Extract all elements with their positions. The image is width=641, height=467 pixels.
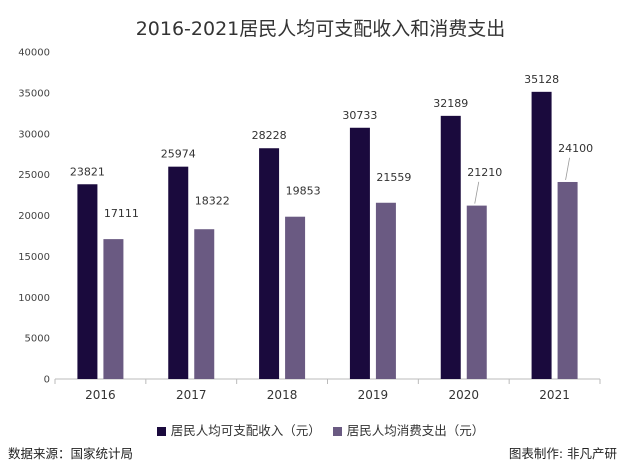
credit-note: 图表制作: 非凡产研 bbox=[508, 446, 617, 461]
leader-line bbox=[565, 157, 570, 181]
legend-swatch bbox=[156, 427, 166, 436]
data-label: 28228 bbox=[252, 129, 287, 142]
legend-swatch bbox=[332, 427, 342, 436]
data-label: 32189 bbox=[433, 97, 468, 110]
x-tick-label: 2017 bbox=[176, 388, 207, 402]
x-tick-label: 2020 bbox=[448, 388, 479, 402]
bar-spending-2020[interactable] bbox=[466, 205, 487, 379]
y-tick-label: 40000 bbox=[18, 48, 50, 59]
bar-spending-2021[interactable] bbox=[557, 181, 578, 379]
data-label: 21210 bbox=[467, 166, 502, 179]
y-tick-label: 15000 bbox=[18, 252, 50, 263]
legend-label: 居民人均可支配收入（元） bbox=[170, 423, 321, 438]
legend-item-income[interactable]: 居民人均可支配收入（元） bbox=[156, 423, 321, 438]
bar-income-2021[interactable] bbox=[531, 91, 552, 379]
data-label: 25974 bbox=[161, 148, 196, 161]
y-tick-label: 35000 bbox=[18, 88, 50, 99]
x-tick-label: 2021 bbox=[539, 388, 570, 402]
data-label: 30733 bbox=[342, 109, 377, 122]
legend-item-spending[interactable]: 居民人均消费支出（元） bbox=[332, 423, 485, 438]
y-tick-label: 20000 bbox=[18, 211, 50, 222]
x-tick-label: 2016 bbox=[85, 388, 116, 402]
y-tick-label: 30000 bbox=[18, 129, 50, 140]
data-label: 23821 bbox=[70, 165, 105, 178]
chart-title: 2016-2021居民人均可支配收入和消费支出 bbox=[135, 18, 506, 40]
source-note: 数据来源：国家统计局 bbox=[8, 446, 134, 461]
bar-income-2020[interactable] bbox=[440, 115, 461, 380]
bar-income-2019[interactable] bbox=[349, 127, 370, 380]
legend-label: 居民人均消费支出（元） bbox=[346, 423, 485, 438]
x-tick-label: 2019 bbox=[358, 388, 389, 402]
y-tick-label: 10000 bbox=[18, 293, 50, 304]
data-label: 18322 bbox=[195, 195, 230, 208]
y-tick-label: 0 bbox=[44, 375, 50, 386]
bar-income-2016[interactable] bbox=[77, 184, 98, 379]
y-tick-label: 25000 bbox=[18, 170, 50, 181]
bar-spending-2018[interactable] bbox=[285, 216, 306, 379]
data-label: 35128 bbox=[524, 73, 559, 86]
bar-spending-2017[interactable] bbox=[194, 229, 215, 379]
legend: 居民人均可支配收入（元） 居民人均消费支出（元） bbox=[0, 420, 641, 439]
data-label: 24100 bbox=[558, 142, 593, 155]
data-label: 21559 bbox=[376, 171, 411, 184]
data-label: 17111 bbox=[104, 207, 139, 220]
bar-spending-2019[interactable] bbox=[375, 202, 396, 379]
leader-line bbox=[474, 181, 480, 204]
y-tick-label: 5000 bbox=[25, 334, 50, 345]
bar-income-2018[interactable] bbox=[259, 148, 280, 379]
x-tick-label: 2018 bbox=[267, 388, 298, 402]
bar-income-2017[interactable] bbox=[168, 166, 189, 379]
data-label: 19853 bbox=[286, 185, 321, 198]
bar-spending-2016[interactable] bbox=[103, 239, 124, 379]
